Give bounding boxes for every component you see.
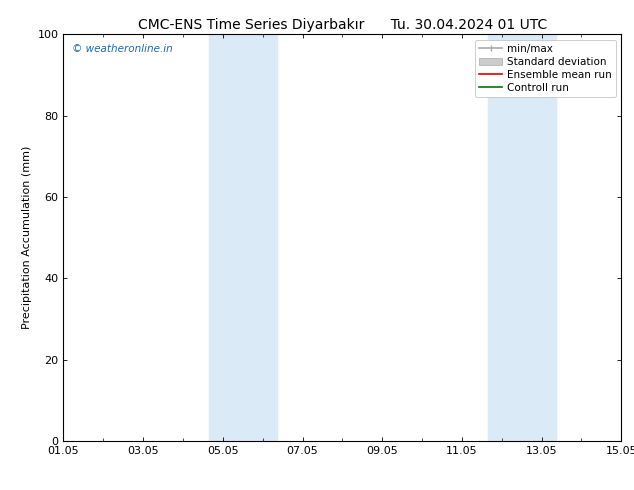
Legend: min/max, Standard deviation, Ensemble mean run, Controll run: min/max, Standard deviation, Ensemble me… bbox=[475, 40, 616, 97]
Text: © weatheronline.in: © weatheronline.in bbox=[72, 45, 172, 54]
Title: CMC-ENS Time Series Diyarbakır      Tu. 30.04.2024 01 UTC: CMC-ENS Time Series Diyarbakır Tu. 30.04… bbox=[138, 18, 547, 32]
Bar bbox=[488, 34, 555, 441]
Bar bbox=[209, 34, 276, 441]
Y-axis label: Precipitation Accumulation (mm): Precipitation Accumulation (mm) bbox=[22, 146, 32, 329]
